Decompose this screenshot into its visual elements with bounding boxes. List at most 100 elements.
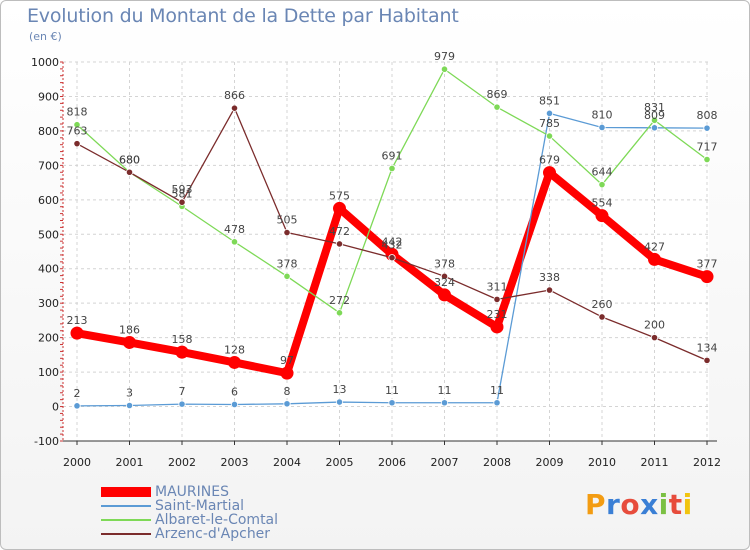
x-tick-label: 2007 — [431, 456, 459, 469]
data-point-s2-11 — [650, 116, 659, 124]
data-point-s0-4 — [280, 366, 294, 380]
data-label-s1-3: 6 — [231, 385, 238, 398]
data-label-s0-6: 442 — [382, 235, 403, 248]
data-label-s2-3: 478 — [224, 223, 245, 236]
data-label-s0-5: 575 — [329, 189, 350, 202]
data-point-s2-7 — [440, 65, 449, 73]
data-label-s2-4: 378 — [277, 257, 298, 270]
data-point-s3-10 — [598, 313, 606, 321]
legend-label: Albaret-le-Comtal — [155, 512, 279, 528]
chart-title: Evolution du Montant de la Dette par Hab… — [27, 5, 459, 27]
data-label-s1-4: 8 — [284, 385, 291, 398]
data-point-s0-0 — [70, 326, 84, 340]
data-label-s2-5: 272 — [329, 294, 350, 307]
data-label-s3-11: 200 — [644, 319, 665, 332]
data-point-s3-1 — [125, 168, 134, 176]
data-point-s1-3 — [230, 400, 239, 409]
data-label-s0-12: 377 — [697, 258, 718, 271]
data-point-s3-2 — [178, 198, 186, 206]
data-label-s3-5: 472 — [329, 225, 350, 238]
data-label-s2-9: 785 — [539, 117, 560, 130]
x-tick-label: 2002 — [168, 456, 196, 469]
x-tick-label: 2001 — [116, 456, 144, 469]
data-label-s2-10: 644 — [592, 166, 613, 179]
data-label-s2-11: 831 — [644, 101, 665, 114]
data-point-s0-11 — [648, 252, 661, 266]
logo-letter: P — [585, 488, 607, 521]
logo-letter: x — [640, 488, 659, 521]
y-tick-label: -100 — [34, 435, 59, 448]
data-point-s1-0 — [73, 402, 81, 410]
y-tick-label: 200 — [38, 332, 59, 345]
series-layer — [70, 65, 714, 410]
y-tick-label: 300 — [38, 297, 59, 310]
data-point-s1-12 — [703, 124, 711, 132]
data-label-s2-7: 979 — [434, 50, 455, 63]
data-label-s1-11: 809 — [644, 109, 665, 122]
y-tick-label: 700 — [38, 159, 59, 172]
data-point-s3-5 — [335, 240, 344, 248]
data-label-s0-1: 186 — [119, 323, 140, 336]
data-point-s2-8 — [493, 103, 501, 111]
data-label-s3-8: 311 — [487, 280, 508, 293]
x-tick-label: 2009 — [536, 456, 564, 469]
x-tick-label: 2011 — [641, 456, 669, 469]
data-point-s0-7 — [438, 288, 451, 302]
data-point-s2-9 — [545, 132, 554, 140]
y-tick-label: 1000 — [31, 56, 59, 69]
data-label-s2-6: 691 — [382, 149, 403, 162]
data-point-s3-3 — [230, 104, 239, 112]
data-point-s3-9 — [545, 286, 554, 294]
data-label-s0-11: 427 — [644, 240, 665, 253]
data-label-s1-8: 11 — [490, 384, 504, 397]
data-point-s1-6 — [388, 399, 396, 407]
logo-letter: o — [620, 488, 641, 521]
data-point-s0-5 — [333, 201, 346, 215]
data-point-s3-4 — [283, 228, 291, 237]
data-label-s2-0: 818 — [67, 106, 88, 119]
data-point-s2-5 — [335, 309, 344, 317]
y-tick-label: 0 — [52, 401, 59, 414]
y-tick-label: 800 — [38, 125, 59, 138]
legend-swatch — [101, 505, 151, 507]
y-tick-label: 500 — [38, 228, 59, 241]
legend-swatch — [101, 519, 151, 521]
data-point-s3-12 — [703, 356, 711, 364]
legend-swatch — [101, 487, 151, 497]
data-label-s3-6: 432 — [382, 239, 403, 252]
legend-swatch — [101, 533, 151, 535]
x-tick-label: 2003 — [221, 456, 249, 469]
x-tick-label: 2005 — [326, 456, 354, 469]
data-point-s1-11 — [650, 124, 659, 132]
data-point-s2-3 — [230, 238, 239, 246]
data-label-s0-9: 679 — [539, 154, 560, 167]
chart-subtitle: (en €) — [29, 30, 62, 43]
data-label-s3-0: 763 — [67, 125, 88, 138]
data-point-s0-12 — [700, 270, 714, 284]
data-label-s3-10: 260 — [592, 298, 613, 311]
data-label-s2-2: 581 — [172, 187, 193, 200]
data-point-s2-0 — [73, 121, 81, 129]
data-point-s2-10 — [598, 181, 606, 189]
data-point-s0-9 — [543, 166, 556, 180]
data-point-s3-8 — [493, 295, 501, 303]
data-label-s0-0: 213 — [67, 314, 88, 327]
x-tick-label: 2008 — [483, 456, 511, 469]
data-point-s0-8 — [490, 320, 504, 334]
data-label-s1-9: 851 — [539, 94, 560, 107]
data-label-s0-4: 97 — [280, 354, 294, 367]
data-label-s3-2: 593 — [172, 183, 193, 196]
data-label-s3-7: 378 — [434, 257, 455, 270]
data-label-s1-0: 2 — [74, 387, 81, 400]
data-label-s1-10: 810 — [592, 108, 613, 121]
data-label-s2-12: 717 — [697, 141, 718, 154]
data-point-s1-10 — [598, 123, 606, 132]
data-label-s1-5: 13 — [333, 383, 347, 396]
data-point-s0-10 — [595, 209, 609, 223]
data-point-s1-7 — [440, 399, 449, 407]
data-point-s3-7 — [440, 272, 449, 280]
y-tick-label: 600 — [38, 194, 59, 207]
legend-label: Arzenc-d'Apcher — [155, 526, 271, 542]
